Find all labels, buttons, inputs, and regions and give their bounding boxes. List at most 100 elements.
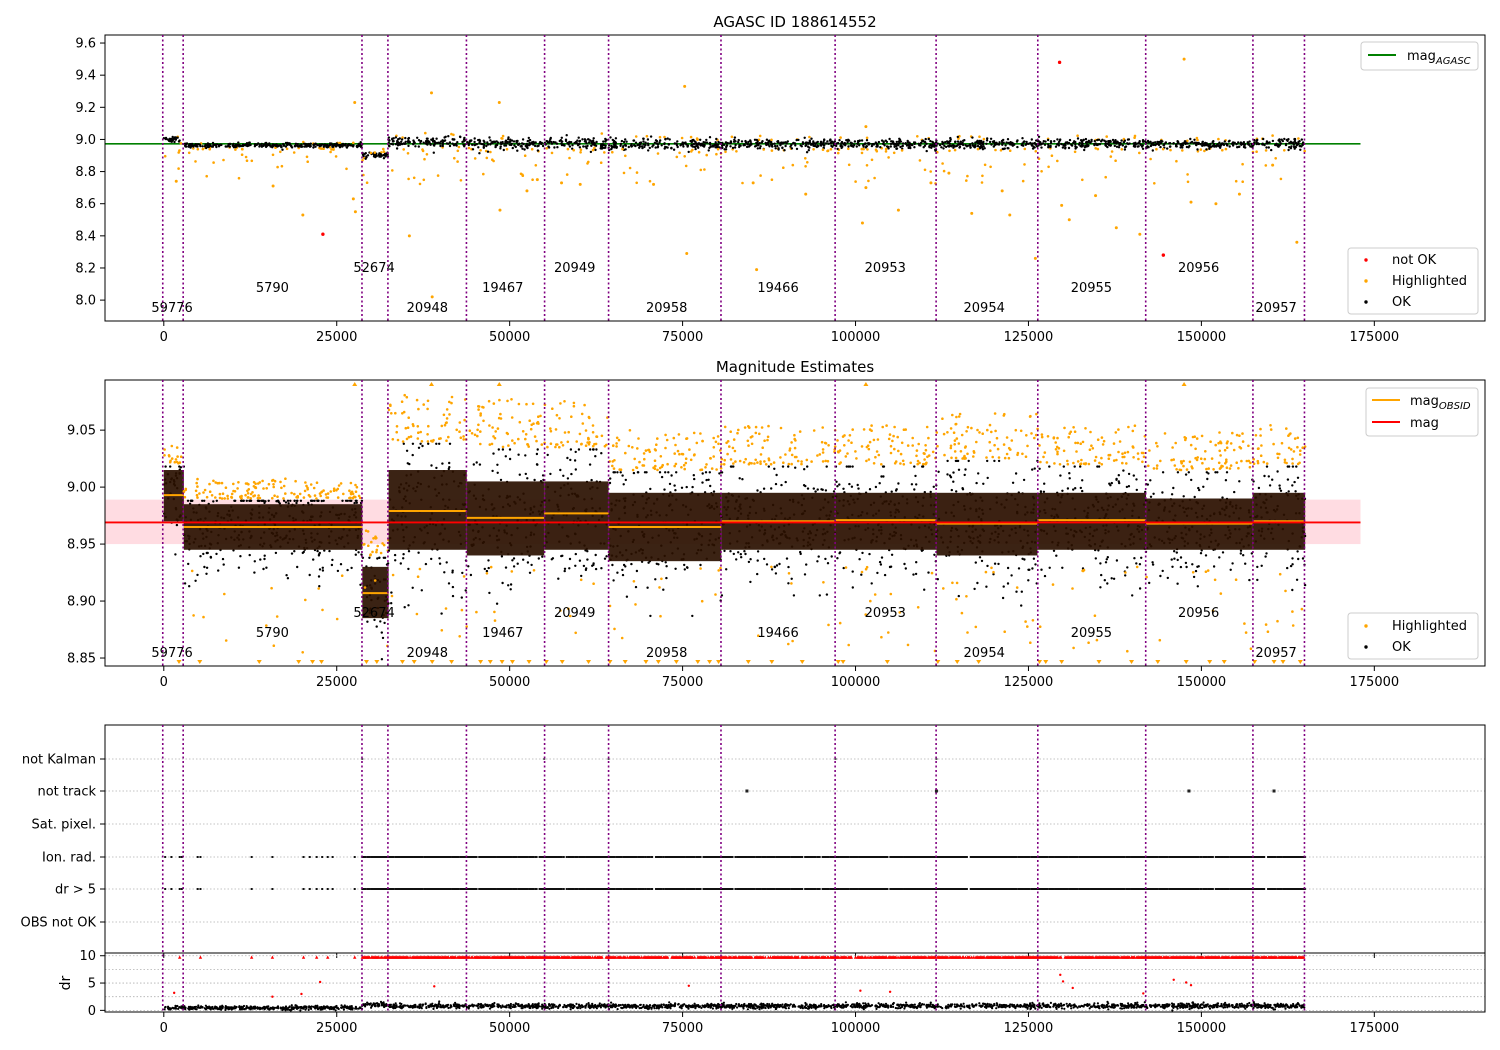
ok-point (539, 140, 542, 144)
ok-point (1235, 143, 1238, 146)
ok-point (1016, 139, 1019, 142)
highlighted-point (1148, 449, 1151, 452)
ok-point (495, 140, 498, 143)
ok-point (227, 143, 230, 146)
ok-point (1159, 145, 1162, 149)
highlighted-point (884, 147, 888, 151)
highlighted-point (966, 174, 969, 178)
highlighted-point (284, 477, 287, 481)
highlighted-point (382, 150, 386, 153)
ok-point (309, 145, 312, 148)
x-tick-label: 25000 (316, 330, 357, 345)
ok-point (882, 475, 885, 478)
highlighted-point (988, 440, 991, 444)
highlighted-point (477, 405, 480, 408)
highlighted-point (844, 455, 848, 458)
y-tick-label: 8.0 (75, 294, 96, 309)
highlighted-point (179, 142, 183, 145)
highlighted-point (692, 431, 696, 435)
ok-point (989, 137, 993, 140)
highlighted-point (796, 459, 800, 463)
obsid-std-region (835, 492, 937, 550)
highlighted-point (1056, 436, 1059, 440)
highlighted-point (665, 438, 669, 442)
ok-point (360, 553, 363, 556)
ok-point (971, 142, 974, 145)
ok-point (794, 144, 797, 147)
ok-point (845, 139, 848, 142)
ok-point (316, 549, 319, 553)
highlighted-point (531, 178, 534, 181)
highlighted-point (870, 158, 874, 162)
ok-point (1046, 138, 1050, 142)
highlighted-point (627, 444, 631, 448)
highlighted-point (468, 429, 472, 433)
ok-point (524, 472, 527, 476)
ok-point (1151, 149, 1155, 152)
ok-point (211, 141, 215, 145)
ok-point (563, 569, 566, 573)
ok-point (318, 551, 321, 555)
ok-point (378, 556, 381, 559)
highlighted-point (258, 496, 262, 500)
ok-point (512, 565, 516, 568)
ok-point (784, 144, 787, 148)
highlighted-point (445, 439, 448, 443)
highlighted-point (518, 420, 522, 424)
ok-point (615, 146, 618, 149)
ok-point (189, 499, 193, 502)
highlighted-point (1008, 149, 1012, 152)
highlighted-point (1066, 462, 1070, 466)
highlighted-point (975, 440, 978, 444)
highlighted-point (177, 461, 180, 465)
ok-point (799, 552, 802, 556)
highlighted-point (246, 492, 250, 495)
highlighted-point (361, 159, 364, 162)
highlighted-point (254, 486, 257, 489)
ok-point (624, 138, 627, 141)
highlighted-point (452, 133, 455, 137)
ok-point (666, 137, 669, 140)
highlighted-point (1121, 461, 1124, 465)
highlighted-point (918, 461, 921, 465)
highlighted-point (1069, 430, 1073, 434)
ok-point (391, 143, 395, 146)
legend-ok-label: OK (1392, 295, 1411, 310)
ok-point (1020, 604, 1023, 607)
highlighted-point (603, 151, 606, 154)
ok-point (377, 153, 380, 157)
ok-point (1085, 140, 1088, 144)
ok-point (1117, 480, 1121, 483)
highlighted-point (370, 540, 373, 544)
ok-point (587, 141, 591, 144)
highlighted-point (1062, 449, 1066, 453)
highlighted-point (680, 466, 683, 469)
highlighted-point (1183, 436, 1186, 439)
ok-point (787, 582, 790, 585)
ok-point (605, 555, 608, 558)
highlighted-point (448, 400, 451, 404)
ok-point (997, 143, 1001, 146)
ok-point (776, 141, 780, 144)
ok-point (408, 140, 411, 144)
ok-point (390, 591, 393, 594)
highlighted-point (806, 161, 809, 164)
highlighted-point (490, 442, 494, 446)
ok-point (1096, 138, 1099, 142)
ok-point (1047, 143, 1050, 146)
ok-point (582, 145, 585, 148)
ok-point (817, 555, 820, 558)
ok-point (285, 574, 288, 577)
highlighted-point (1074, 441, 1077, 445)
ok-point (1067, 146, 1071, 150)
ok-point (253, 560, 256, 563)
ok-point (915, 561, 918, 564)
ok-point (296, 565, 299, 569)
ok-point (756, 147, 759, 150)
highlighted-point (924, 448, 928, 452)
ok-point (286, 577, 290, 580)
ok-point (901, 144, 904, 148)
highlighted-point (560, 441, 563, 444)
ok-point (382, 157, 386, 160)
ok-point (267, 499, 270, 502)
